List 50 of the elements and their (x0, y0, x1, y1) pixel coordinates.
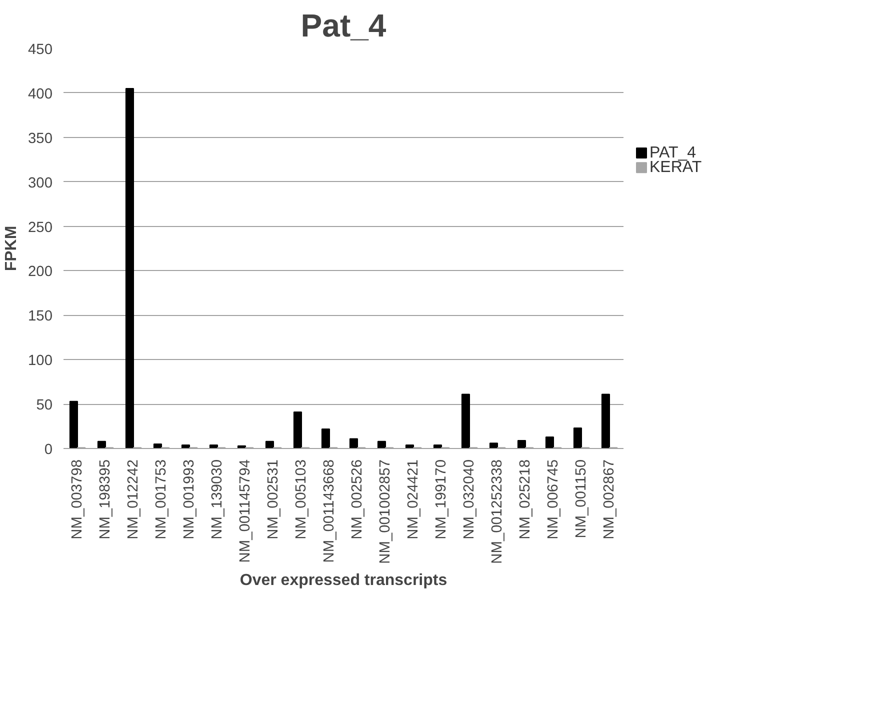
y-tick-label: 400 (28, 86, 53, 102)
y-tick-label: 250 (28, 220, 53, 236)
x-tick-label: NM_002526 (350, 459, 366, 540)
x-tick-label: NM_002531 (266, 459, 282, 540)
bar (461, 394, 470, 448)
bar (377, 440, 386, 448)
y-tick-label: 0 (44, 442, 53, 458)
y-tick-label: 100 (28, 353, 53, 370)
bar (153, 444, 162, 448)
bar (125, 88, 134, 448)
x-tick-label: NM_032040 (462, 459, 478, 540)
x-tick-label: NM_001143668 (322, 459, 338, 563)
y-tick-label: 300 (28, 175, 53, 192)
bar (265, 440, 274, 448)
y-axis-title: FPKM (3, 226, 20, 272)
y-tick-label: 150 (28, 308, 53, 325)
x-tick-label: NM_001150 (574, 459, 590, 538)
x-tick-label: NM_001145794 (238, 459, 254, 563)
bar (489, 442, 498, 448)
x-tick-label: NM_139030 (210, 459, 226, 540)
bar (69, 400, 78, 448)
bar (601, 394, 610, 448)
bar (517, 440, 526, 448)
x-tick-label: NM_012242 (126, 459, 142, 540)
x-axis-title: Over expressed transcripts (240, 572, 448, 589)
bar (321, 428, 330, 448)
bar (573, 428, 582, 448)
bar (293, 412, 302, 448)
bar (349, 438, 358, 448)
x-tick-label: NM_001002857 (378, 459, 394, 564)
x-tick-label: NM_006745 (546, 459, 562, 540)
x-tick-label: NM_002867 (602, 459, 618, 540)
x-tick-label: NM_003798 (70, 459, 86, 540)
x-tick-label: NM_024421 (406, 459, 422, 540)
bar (545, 436, 554, 448)
bar (97, 440, 106, 448)
legend-label: KERAT (650, 159, 702, 176)
y-tick-label: 350 (28, 130, 53, 147)
x-tick-label: NM_001252338 (490, 459, 506, 564)
x-tick-label: NM_199170 (434, 459, 450, 540)
legend-label: PAT_4 (650, 144, 696, 162)
y-tick-label: 450 (28, 42, 53, 58)
x-tick-label: NM_198395 (98, 459, 114, 540)
chart-title: Pat_4 (300, 8, 386, 44)
y-tick-label: 50 (36, 398, 53, 414)
x-tick-label: NM_001753 (154, 459, 170, 540)
x-tick-label: NM_001993 (182, 459, 198, 540)
y-tick-label: 200 (28, 264, 53, 280)
x-tick-label: NM_005103 (294, 459, 310, 540)
x-tick-label: NM_025218 (518, 459, 534, 540)
